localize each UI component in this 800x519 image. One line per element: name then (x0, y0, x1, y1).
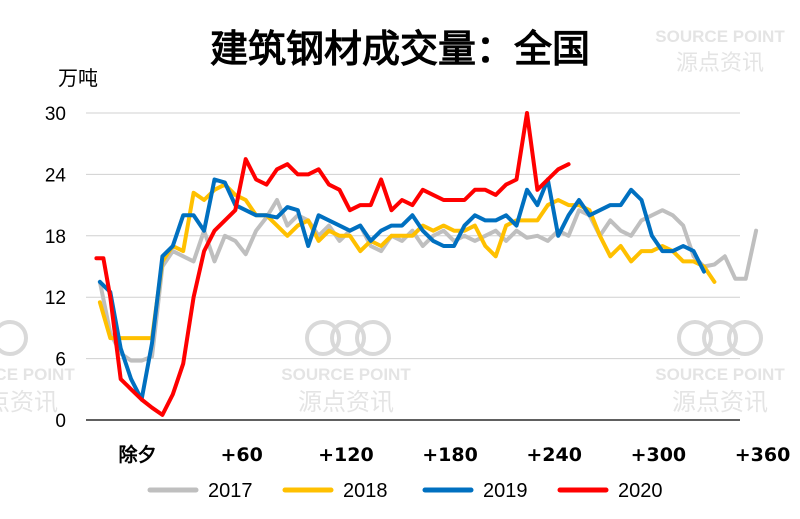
x-tick-label: +300 (631, 444, 687, 466)
y-axis-ticks: 0 6 12 18 24 30 (45, 104, 67, 432)
x-tick-label: +120 (318, 444, 374, 466)
legend-label-2019: 2019 (483, 480, 528, 502)
watermark-brand: SOURCE POINT (281, 365, 411, 384)
x-tick-label: +240 (526, 444, 582, 466)
y-tick-label: 0 (55, 411, 66, 432)
watermark-brand-cn: 源点资讯 (298, 388, 394, 416)
watermark-brand: SOURCE POINT (655, 365, 785, 384)
legend: 2017 2018 2019 2020 (147, 480, 663, 502)
x-axis-ticks: 除夕 +60 +120 +180 +240 +300 +360 (119, 443, 791, 466)
legend-label-2018: 2018 (343, 480, 388, 502)
y-tick-label: 6 (55, 350, 66, 371)
x-tick-label: +360 (735, 444, 791, 466)
legend-label-2020: 2020 (618, 480, 663, 502)
watermark-center: SOURCE POINT 源点资讯 (281, 320, 411, 416)
series-line-2018 (97, 182, 717, 341)
x-tick-label: 除夕 (119, 443, 157, 466)
y-tick-label: 30 (45, 104, 66, 125)
series-line-2020 (94, 111, 571, 417)
watermark-brand-cn: 源点资讯 (676, 51, 764, 76)
watermark-brand: SOURCE POINT (0, 365, 75, 384)
watermark-layer: SOURCE POINT 源点资讯 SOURCE POINT 源点资讯 SOUR… (0, 27, 785, 416)
watermark-brand: SOURCE POINT (655, 27, 785, 46)
x-tick-label: +60 (221, 444, 263, 466)
watermark-right: SOURCE POINT 源点资讯 (655, 320, 785, 416)
y-tick-label: 24 (45, 165, 67, 186)
watermark-top-right: SOURCE POINT 源点资讯 (655, 27, 785, 76)
y-tick-label: 18 (45, 227, 66, 248)
y-tick-label: 12 (45, 288, 66, 309)
series-line-2019 (97, 177, 706, 402)
y-axis-unit-label: 万吨 (58, 66, 98, 90)
watermark-brand-cn: 源点资讯 (672, 388, 768, 416)
watermark-brand-cn: 源点资讯 (0, 388, 58, 416)
legend-label-2017: 2017 (208, 480, 253, 502)
x-tick-label: +180 (422, 444, 478, 466)
chart-title: 建筑钢材成交量：全国 (210, 27, 590, 71)
series-lines (94, 111, 759, 417)
watermark-left: SOURCE POINT 源点资讯 (0, 320, 75, 416)
